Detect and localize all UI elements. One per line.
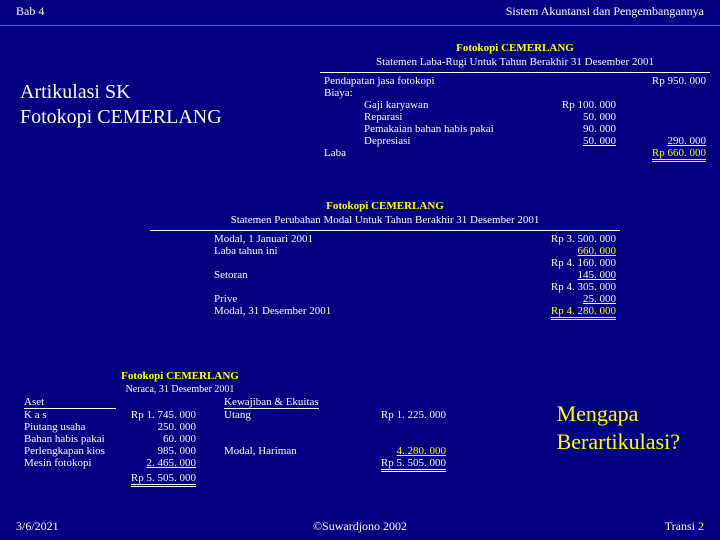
expense-val: Rp 100. 000 bbox=[530, 99, 620, 111]
footer-date: 3/6/2021 bbox=[16, 519, 59, 534]
title-line2: Fotokopi CEMERLANG bbox=[20, 105, 222, 130]
eq-val: 660. 000 bbox=[578, 245, 617, 257]
laba-label: Laba bbox=[320, 147, 530, 162]
income-statement: Fotokopi CEMERLANG Statemen Laba-Rugi Un… bbox=[320, 42, 710, 162]
ke-total: Rp 5. 505. 000 bbox=[381, 457, 446, 472]
eq-val: Rp 4. 280. 000 bbox=[551, 305, 616, 320]
revenue-label: Pendapatan jasa fotokopi bbox=[320, 75, 530, 87]
aset-val: 250. 000 bbox=[120, 421, 200, 433]
eq-label: Setoran bbox=[210, 269, 510, 281]
balance-sheet: Fotokopi CEMERLANG Neraca, 31 Desember 2… bbox=[20, 370, 450, 487]
eq-val: Rp 4. 305. 000 bbox=[510, 281, 620, 293]
chapter-label: Bab 4 bbox=[16, 4, 44, 19]
q-line1: Mengapa bbox=[557, 400, 680, 428]
aset-label: Bahan habis pakai bbox=[20, 433, 120, 445]
income-heading1: Fotokopi CEMERLANG bbox=[320, 42, 710, 56]
footer-copyright: ©Suwardjono 2002 bbox=[313, 519, 407, 534]
eq-label: Prive bbox=[210, 293, 510, 305]
total-biaya: 290. 000 bbox=[668, 135, 707, 147]
expense-val: 90. 000 bbox=[530, 123, 620, 135]
utang-val: Rp 1. 225. 000 bbox=[341, 409, 450, 421]
expense-val: 50. 000 bbox=[583, 135, 616, 147]
aset-val: Rp 1. 745. 000 bbox=[120, 409, 200, 421]
biaya-label: Biaya: bbox=[320, 87, 530, 99]
expense-val: 50. 000 bbox=[530, 111, 620, 123]
revenue-value: Rp 950. 000 bbox=[620, 75, 710, 87]
chapter-title: Sistem Akuntansi dan Pengembangannya bbox=[506, 4, 704, 19]
q-line2: Berartikulasi? bbox=[557, 428, 680, 456]
eq-val: 25. 000 bbox=[583, 293, 616, 305]
expense-label: Pemakaian bahan habis pakai bbox=[360, 123, 530, 135]
ke-header: Kewajiban & Ekuitas bbox=[224, 396, 319, 409]
question-text: Mengapa Berartikulasi? bbox=[557, 400, 680, 455]
page-footer: 3/6/2021 ©Suwardjono 2002 Transi 2 bbox=[0, 519, 720, 534]
eq-label: Modal, 1 Januari 2001 bbox=[210, 233, 510, 245]
expense-label: Reparasi bbox=[360, 111, 530, 123]
aset-val: 985. 000 bbox=[120, 445, 200, 457]
expense-label: Depresiasi bbox=[360, 135, 530, 147]
footer-transi: Transi 2 bbox=[665, 519, 704, 534]
aset-label: Perlengkapan kios bbox=[20, 445, 120, 457]
equity-statement: Fotokopi CEMERLANG Statemen Perubahan Mo… bbox=[150, 200, 620, 320]
equity-heading2: Statemen Perubahan Modal Untuk Tahun Ber… bbox=[150, 214, 620, 228]
page-header: Bab 4 Sistem Akuntansi dan Pengembangann… bbox=[0, 0, 720, 26]
eq-val: Rp 4. 160. 000 bbox=[510, 257, 620, 269]
aset-label: Mesin fotokopi bbox=[20, 457, 120, 472]
aset-label: Piutang usaha bbox=[20, 421, 120, 433]
slide-title: Artikulasi SK Fotokopi CEMERLANG bbox=[20, 80, 222, 130]
modal-val: 4. 280. 000 bbox=[397, 445, 447, 457]
expense-label: Gaji karyawan bbox=[360, 99, 530, 111]
eq-val: 145. 000 bbox=[578, 269, 617, 281]
aset-val: 60. 000 bbox=[120, 433, 200, 445]
aset-header: Aset bbox=[24, 396, 116, 409]
aset-total: Rp 5. 505. 000 bbox=[131, 472, 196, 487]
laba-value: Rp 660. 000 bbox=[652, 147, 706, 162]
eq-label: Modal, 31 Desember 2001 bbox=[210, 305, 510, 320]
eq-label: Laba tahun ini bbox=[210, 245, 510, 257]
aset-val: 2. 465. 000 bbox=[147, 457, 197, 469]
bs-heading1: Fotokopi CEMERLANG bbox=[80, 370, 280, 384]
equity-heading1: Fotokopi CEMERLANG bbox=[150, 200, 620, 214]
income-heading2: Statemen Laba-Rugi Untuk Tahun Berakhir … bbox=[320, 56, 710, 70]
modal-label: Modal, Hariman bbox=[220, 445, 341, 457]
utang-label: Utang bbox=[220, 409, 341, 421]
eq-val: Rp 3. 500. 000 bbox=[510, 233, 620, 245]
aset-label: K a s bbox=[20, 409, 120, 421]
bs-heading2: Neraca, 31 Desember 2001 bbox=[80, 384, 280, 397]
title-line1: Artikulasi SK bbox=[20, 80, 222, 105]
